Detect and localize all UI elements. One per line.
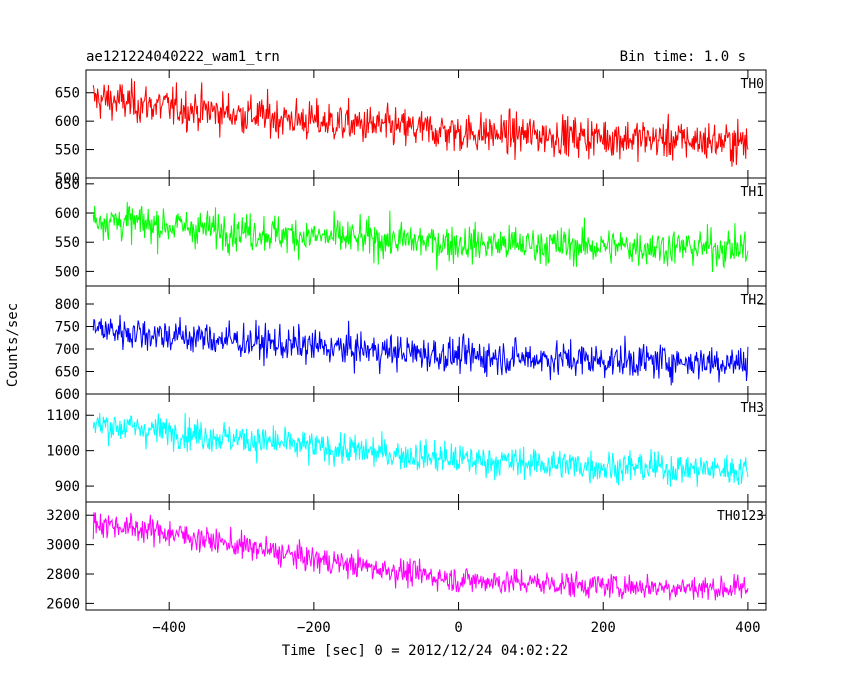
- series-th1: [92, 201, 749, 272]
- y-tick-label: 600: [55, 387, 80, 403]
- x-tick-label: 400: [735, 620, 760, 636]
- panel-label-th0123: TH0123: [717, 509, 764, 524]
- series-th3: [92, 412, 749, 487]
- y-tick-label: 900: [55, 479, 80, 495]
- y-axis-title: Counts/sec: [5, 303, 21, 387]
- x-tick-label: −400: [152, 620, 186, 636]
- y-tick-label: 1100: [46, 408, 80, 424]
- y-tick-label: 650: [55, 365, 80, 381]
- y-tick-label: 700: [55, 342, 80, 358]
- series-th2: [92, 314, 749, 386]
- x-axis-tick-labels: −400 −200 0 200 400: [152, 620, 760, 636]
- y-tick-label: 3000: [46, 538, 80, 554]
- panel-label-th0: TH0: [741, 77, 764, 92]
- x-tick-label: 200: [591, 620, 616, 636]
- y-tick-label: 650: [55, 177, 80, 193]
- x-tick-label: 0: [454, 620, 462, 636]
- panel-th3: 900 1000 1100 TH3: [46, 393, 767, 503]
- series-th0123: [92, 512, 749, 601]
- panel-frame: [85, 177, 767, 287]
- y-tick-label: 750: [55, 320, 80, 336]
- y-tick-label: 800: [55, 297, 80, 313]
- x-axis-title: Time [sec] 0 = 2012/12/24 04:02:22: [282, 643, 569, 659]
- y-tick-label: 500: [55, 264, 80, 280]
- panel-th0: 500 550 600 650 TH0: [55, 69, 767, 187]
- series-th0: [92, 78, 749, 167]
- panel-label-th2: TH2: [741, 293, 764, 308]
- x-tick-label: −200: [297, 620, 331, 636]
- chart-title: ae121224040222_wam1_trn: [86, 49, 280, 65]
- y-tick-label: 550: [55, 143, 80, 159]
- y-tick-label: 500: [55, 171, 80, 187]
- y-tick-label: 550: [55, 235, 80, 251]
- y-tick-label: 2600: [46, 596, 80, 612]
- y-tick-label: 2800: [46, 567, 80, 583]
- y-tick-label: 3200: [46, 508, 80, 524]
- panel-label-th1: TH1: [741, 185, 764, 200]
- bin-time-label: Bin time: 1.0 s: [620, 49, 746, 65]
- y-tick-label: 1000: [46, 444, 80, 460]
- panels-group: 500 550 600 650 TH0 500 550 600 650 TH1 600 650 700 7…: [46, 69, 767, 612]
- panel-th2: 600 650 700 750 800 TH2: [55, 285, 767, 403]
- y-tick-label: 600: [55, 114, 80, 130]
- panel-frame: [85, 501, 767, 611]
- y-tick-label: 600: [55, 206, 80, 222]
- y-tick-label: 650: [55, 86, 80, 102]
- panel-th0123: 2600 2800 3000 3200 TH0123: [46, 501, 767, 612]
- panel-label-th3: TH3: [741, 401, 764, 416]
- panel-th1: 500 550 600 650 TH1: [55, 177, 767, 287]
